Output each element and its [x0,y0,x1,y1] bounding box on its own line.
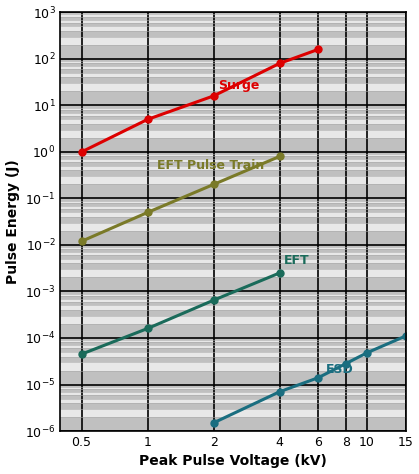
Bar [60,264,406,269]
Text: EFT: EFT [284,255,310,267]
Bar [60,409,406,417]
Bar [60,73,406,77]
Bar [60,417,406,431]
Bar [60,362,406,371]
Bar [60,36,406,45]
Bar [60,162,406,166]
Bar [60,292,406,293]
Bar [60,124,406,130]
Bar [60,249,406,252]
Bar [60,310,406,316]
Bar [60,17,406,19]
X-axis label: Peak Pulse Voltage (kV): Peak Pulse Voltage (kV) [139,455,327,468]
Bar [60,110,406,113]
Bar [60,259,406,264]
Bar [60,356,406,362]
Bar [60,324,406,338]
Bar [60,64,406,66]
Bar [60,113,406,116]
Bar [60,154,406,156]
Bar [60,156,406,159]
Bar [60,27,406,31]
Bar [60,206,406,209]
Bar [60,302,406,305]
Bar [60,171,406,176]
Bar [60,299,406,302]
Bar [60,384,406,387]
Text: EFT Pulse Train: EFT Pulse Train [157,159,264,173]
Bar [60,245,406,247]
Bar [60,352,406,356]
Bar [60,403,406,409]
Bar [60,83,406,91]
Bar [60,392,406,395]
Bar [60,176,406,184]
Bar [60,108,406,110]
Bar [60,212,406,217]
Bar [60,399,406,403]
Bar [60,305,406,310]
Text: ESD: ESD [326,363,354,375]
Bar [60,138,406,152]
Bar [60,293,406,296]
Bar [60,130,406,138]
Bar [60,340,406,343]
Bar [60,12,406,15]
Bar [60,395,406,399]
Bar [60,371,406,384]
Bar [60,23,406,27]
Bar [60,45,406,59]
Bar [60,69,406,73]
Bar [60,19,406,23]
Bar [60,269,406,277]
Bar [60,223,406,231]
Bar [60,77,406,83]
Bar [60,66,406,69]
Text: Surge: Surge [218,80,260,92]
Y-axis label: Pulse Energy (J): Pulse Energy (J) [5,159,20,284]
Bar [60,159,406,162]
Bar [60,152,406,154]
Bar [60,247,406,249]
Bar [60,166,406,171]
Bar [60,61,406,64]
Bar [60,338,406,340]
Bar [60,389,406,392]
Bar [60,255,406,259]
Bar [60,345,406,348]
Bar [60,31,406,36]
Bar [60,203,406,206]
Bar [60,199,406,201]
Bar [60,15,406,17]
Bar [60,316,406,324]
Bar [60,59,406,61]
Bar [60,296,406,299]
Bar [60,91,406,105]
Bar [60,105,406,108]
Bar [60,252,406,255]
Bar [60,119,406,124]
Bar [60,217,406,223]
Bar [60,348,406,352]
Bar [60,209,406,212]
Bar [60,201,406,203]
Bar [60,343,406,345]
Bar [60,184,406,199]
Bar [60,116,406,119]
Bar [60,277,406,292]
Bar [60,231,406,245]
Bar [60,387,406,389]
